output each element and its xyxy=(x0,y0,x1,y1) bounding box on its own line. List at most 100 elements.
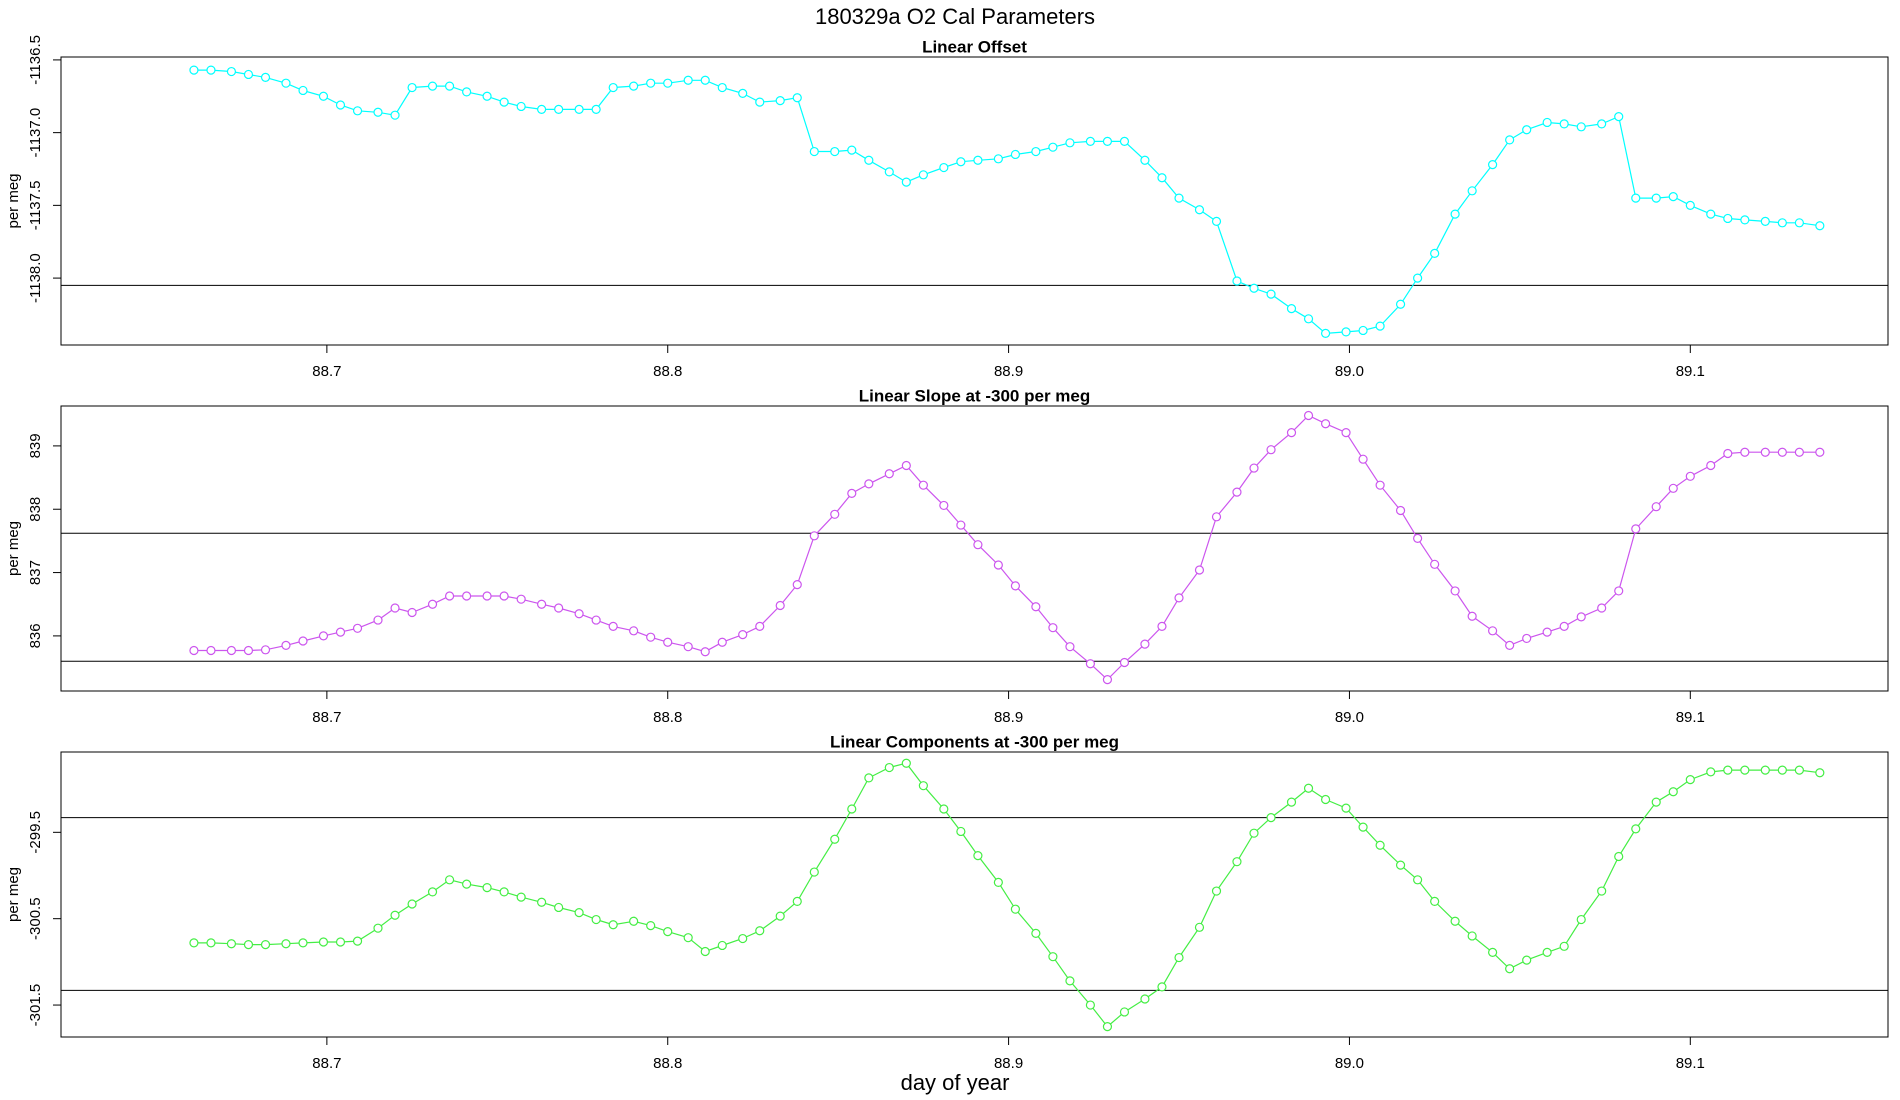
data-point xyxy=(629,626,639,636)
data-point xyxy=(973,155,983,165)
data-point xyxy=(1085,136,1095,146)
data-point xyxy=(663,637,673,647)
data-point xyxy=(1048,623,1058,633)
x-tick-label: 88.7 xyxy=(312,363,341,380)
data-point xyxy=(1760,447,1770,457)
y-tick-label: -1137.0 xyxy=(27,108,44,158)
y-tick-label: -1138.0 xyxy=(27,253,44,303)
data-point xyxy=(1211,512,1222,522)
data-point xyxy=(738,630,748,640)
data-point xyxy=(373,107,383,117)
data-point xyxy=(1505,640,1515,651)
data-point xyxy=(390,603,400,613)
data-point xyxy=(1085,659,1095,669)
data-point xyxy=(1522,955,1532,965)
x-tick-label: 88.7 xyxy=(312,709,341,726)
data-point xyxy=(1576,122,1586,132)
data-point xyxy=(352,623,363,633)
data-point xyxy=(792,896,802,907)
data-point xyxy=(973,540,983,550)
y-tick-label: -1136.5 xyxy=(27,35,44,85)
data-point xyxy=(792,579,802,590)
data-point xyxy=(775,911,785,921)
data-point xyxy=(1119,1007,1130,1017)
data-point xyxy=(281,640,291,651)
data-point xyxy=(847,488,857,498)
data-point xyxy=(700,647,710,657)
y-tick-label: -301.5 xyxy=(27,984,44,1027)
data-point xyxy=(939,804,949,814)
data-point xyxy=(1010,149,1021,160)
data-point xyxy=(352,106,363,116)
data-point xyxy=(1157,982,1167,992)
data-point xyxy=(260,939,271,950)
data-point xyxy=(189,65,199,75)
data-point xyxy=(1706,209,1716,219)
y-tick-label: 837 xyxy=(27,560,44,585)
data-point xyxy=(1232,276,1242,286)
data-point xyxy=(1211,886,1222,896)
data-point xyxy=(1651,193,1661,203)
data-point xyxy=(830,834,840,844)
data-point xyxy=(809,867,819,877)
data-point xyxy=(1174,952,1184,963)
data-point xyxy=(373,615,383,625)
data-point xyxy=(1194,565,1205,575)
data-point xyxy=(462,591,472,601)
data-point xyxy=(1341,327,1351,337)
data-point xyxy=(537,599,547,609)
data-point xyxy=(281,78,291,88)
data-point xyxy=(663,927,673,937)
data-point xyxy=(901,758,911,768)
data-point xyxy=(298,938,308,948)
data-point xyxy=(1119,136,1130,146)
data-point xyxy=(1320,419,1331,429)
data-point xyxy=(1048,142,1058,152)
data-point xyxy=(591,914,601,925)
data-point xyxy=(1358,325,1368,336)
data-point xyxy=(1232,487,1242,497)
data-point xyxy=(830,146,840,157)
data-point xyxy=(1668,192,1678,202)
data-point xyxy=(1723,765,1733,775)
data-point xyxy=(444,591,455,601)
data-point xyxy=(1597,886,1607,896)
data-point xyxy=(1651,502,1661,512)
x-tick-label: 89.1 xyxy=(1676,363,1705,380)
data-point xyxy=(884,167,894,177)
data-point xyxy=(864,155,874,165)
data-point xyxy=(683,933,693,943)
x-tick-label: 88.9 xyxy=(994,1055,1023,1072)
data-point xyxy=(1522,125,1532,135)
data-point xyxy=(1450,586,1460,596)
data-point xyxy=(1395,505,1406,516)
data-point xyxy=(318,91,329,101)
data-point xyxy=(1010,581,1021,591)
y-tick-label: 838 xyxy=(27,497,44,522)
data-point xyxy=(516,101,526,112)
data-point xyxy=(1505,964,1515,974)
data-point xyxy=(206,645,216,656)
data-point xyxy=(1614,586,1624,596)
data-point xyxy=(809,531,819,541)
data-point xyxy=(1031,602,1041,612)
data-point xyxy=(574,104,584,114)
data-point xyxy=(390,110,400,120)
data-point xyxy=(993,154,1003,164)
data-point xyxy=(1706,460,1716,471)
data-point xyxy=(1031,146,1041,157)
data-point xyxy=(574,609,584,619)
data-point xyxy=(499,591,509,601)
data-point xyxy=(335,627,346,637)
data-point xyxy=(1706,767,1716,777)
data-point xyxy=(700,75,710,85)
data-point xyxy=(1740,765,1750,775)
data-point xyxy=(830,509,840,519)
y-tick-label: 839 xyxy=(27,433,44,458)
data-point xyxy=(373,923,383,933)
data-point xyxy=(939,500,949,511)
series-line xyxy=(193,762,1820,1028)
plot-frame xyxy=(60,751,1889,1038)
x-tick-label: 88.8 xyxy=(653,709,682,726)
data-point xyxy=(1685,471,1695,481)
